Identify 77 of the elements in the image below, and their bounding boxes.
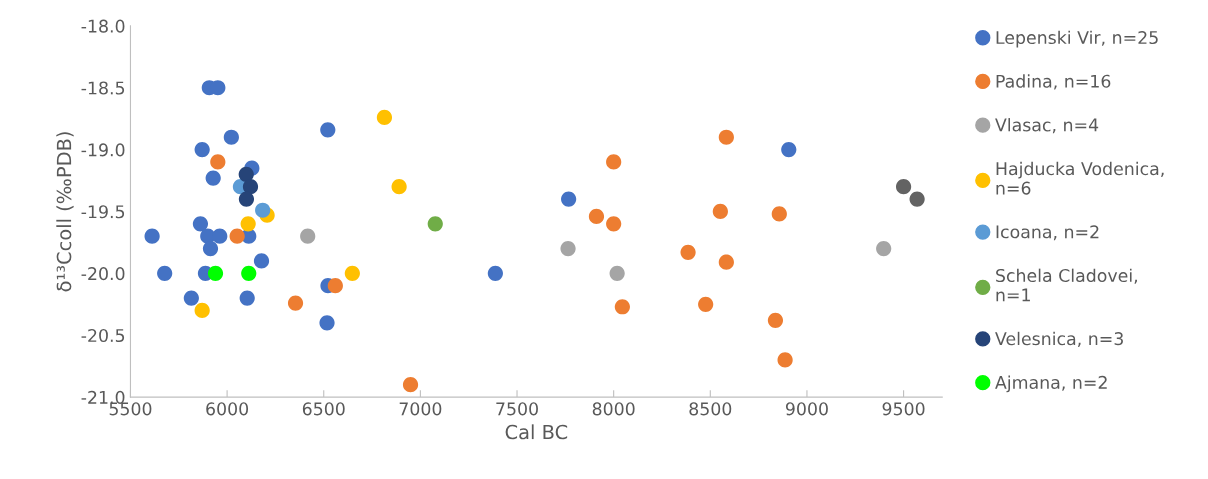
legend-label: Schela Cladovei, n=1 <box>996 268 1137 302</box>
point <box>909 191 925 207</box>
point <box>487 265 503 281</box>
y-tick-label: -19.0 <box>81 143 125 157</box>
point <box>253 253 270 269</box>
point <box>239 290 255 306</box>
x-tick-label: 7500 <box>496 402 538 416</box>
point <box>895 179 912 195</box>
point <box>300 228 316 244</box>
point <box>606 216 622 232</box>
point <box>771 206 787 222</box>
point <box>287 295 304 311</box>
y-tick-label: -20.5 <box>81 328 125 343</box>
point <box>194 142 210 158</box>
point <box>238 166 254 182</box>
point <box>144 228 160 244</box>
point <box>588 208 605 225</box>
point <box>320 122 336 138</box>
x-tick-label: 5500 <box>109 402 152 416</box>
legend-label: Padina, n=16 <box>996 74 1111 90</box>
point <box>718 254 734 270</box>
legend-label: Icoana, n=2 <box>996 225 1099 241</box>
point <box>157 265 173 281</box>
point <box>241 265 257 281</box>
x-tick-label: 9000 <box>785 402 828 416</box>
point <box>212 228 228 244</box>
point <box>427 216 443 232</box>
point <box>223 129 239 145</box>
x-tick-label: 7000 <box>399 402 442 416</box>
point <box>614 299 630 315</box>
point <box>680 244 696 260</box>
y-tick-label: -20.0 <box>81 267 125 281</box>
point <box>718 129 734 145</box>
point <box>606 154 622 170</box>
point <box>561 191 577 207</box>
point <box>698 296 714 312</box>
point <box>255 202 271 218</box>
point <box>238 191 255 207</box>
point <box>192 216 209 232</box>
y-tick-label: -21.0 <box>81 390 125 404</box>
point <box>344 265 360 281</box>
x-tick-label: 9500 <box>882 402 925 416</box>
legend-label: Vlasac, n=4 <box>995 118 1099 134</box>
point <box>240 216 256 232</box>
y-tick-label: -19.5 <box>81 205 125 219</box>
point <box>210 154 226 170</box>
point <box>391 179 407 195</box>
point <box>712 203 728 220</box>
point <box>202 240 219 257</box>
legend-label: Hajducka Vodenica, n=6 <box>996 161 1164 195</box>
y-tick-label: -18.0 <box>81 19 125 33</box>
legend-label: Velesnica, n=3 <box>995 331 1123 348</box>
legend-label: Ajmana, n=2 <box>995 375 1107 393</box>
point <box>376 109 393 126</box>
point <box>194 302 210 319</box>
point <box>207 265 224 281</box>
point <box>242 179 259 195</box>
legend-label: Lepenski Vir, n=25 <box>996 30 1158 48</box>
y-axis-title: δ¹³Ccoll (‰PDB) <box>56 132 74 292</box>
point <box>229 228 245 244</box>
x-tick-label: 8000 <box>592 402 635 416</box>
x-tick-label: 6000 <box>206 402 249 416</box>
point <box>777 352 793 368</box>
x-tick-label: 8500 <box>689 402 732 416</box>
point <box>876 240 892 257</box>
point <box>319 315 335 331</box>
point <box>767 312 784 328</box>
x-axis-title: Cal BC <box>505 424 568 440</box>
point <box>560 240 576 257</box>
point <box>205 170 221 186</box>
point <box>781 142 797 158</box>
point <box>609 265 625 281</box>
y-tick-label: -18.5 <box>81 81 125 95</box>
point <box>402 377 419 393</box>
point <box>327 278 343 294</box>
x-tick-label: 6500 <box>302 402 345 416</box>
point <box>183 290 199 306</box>
